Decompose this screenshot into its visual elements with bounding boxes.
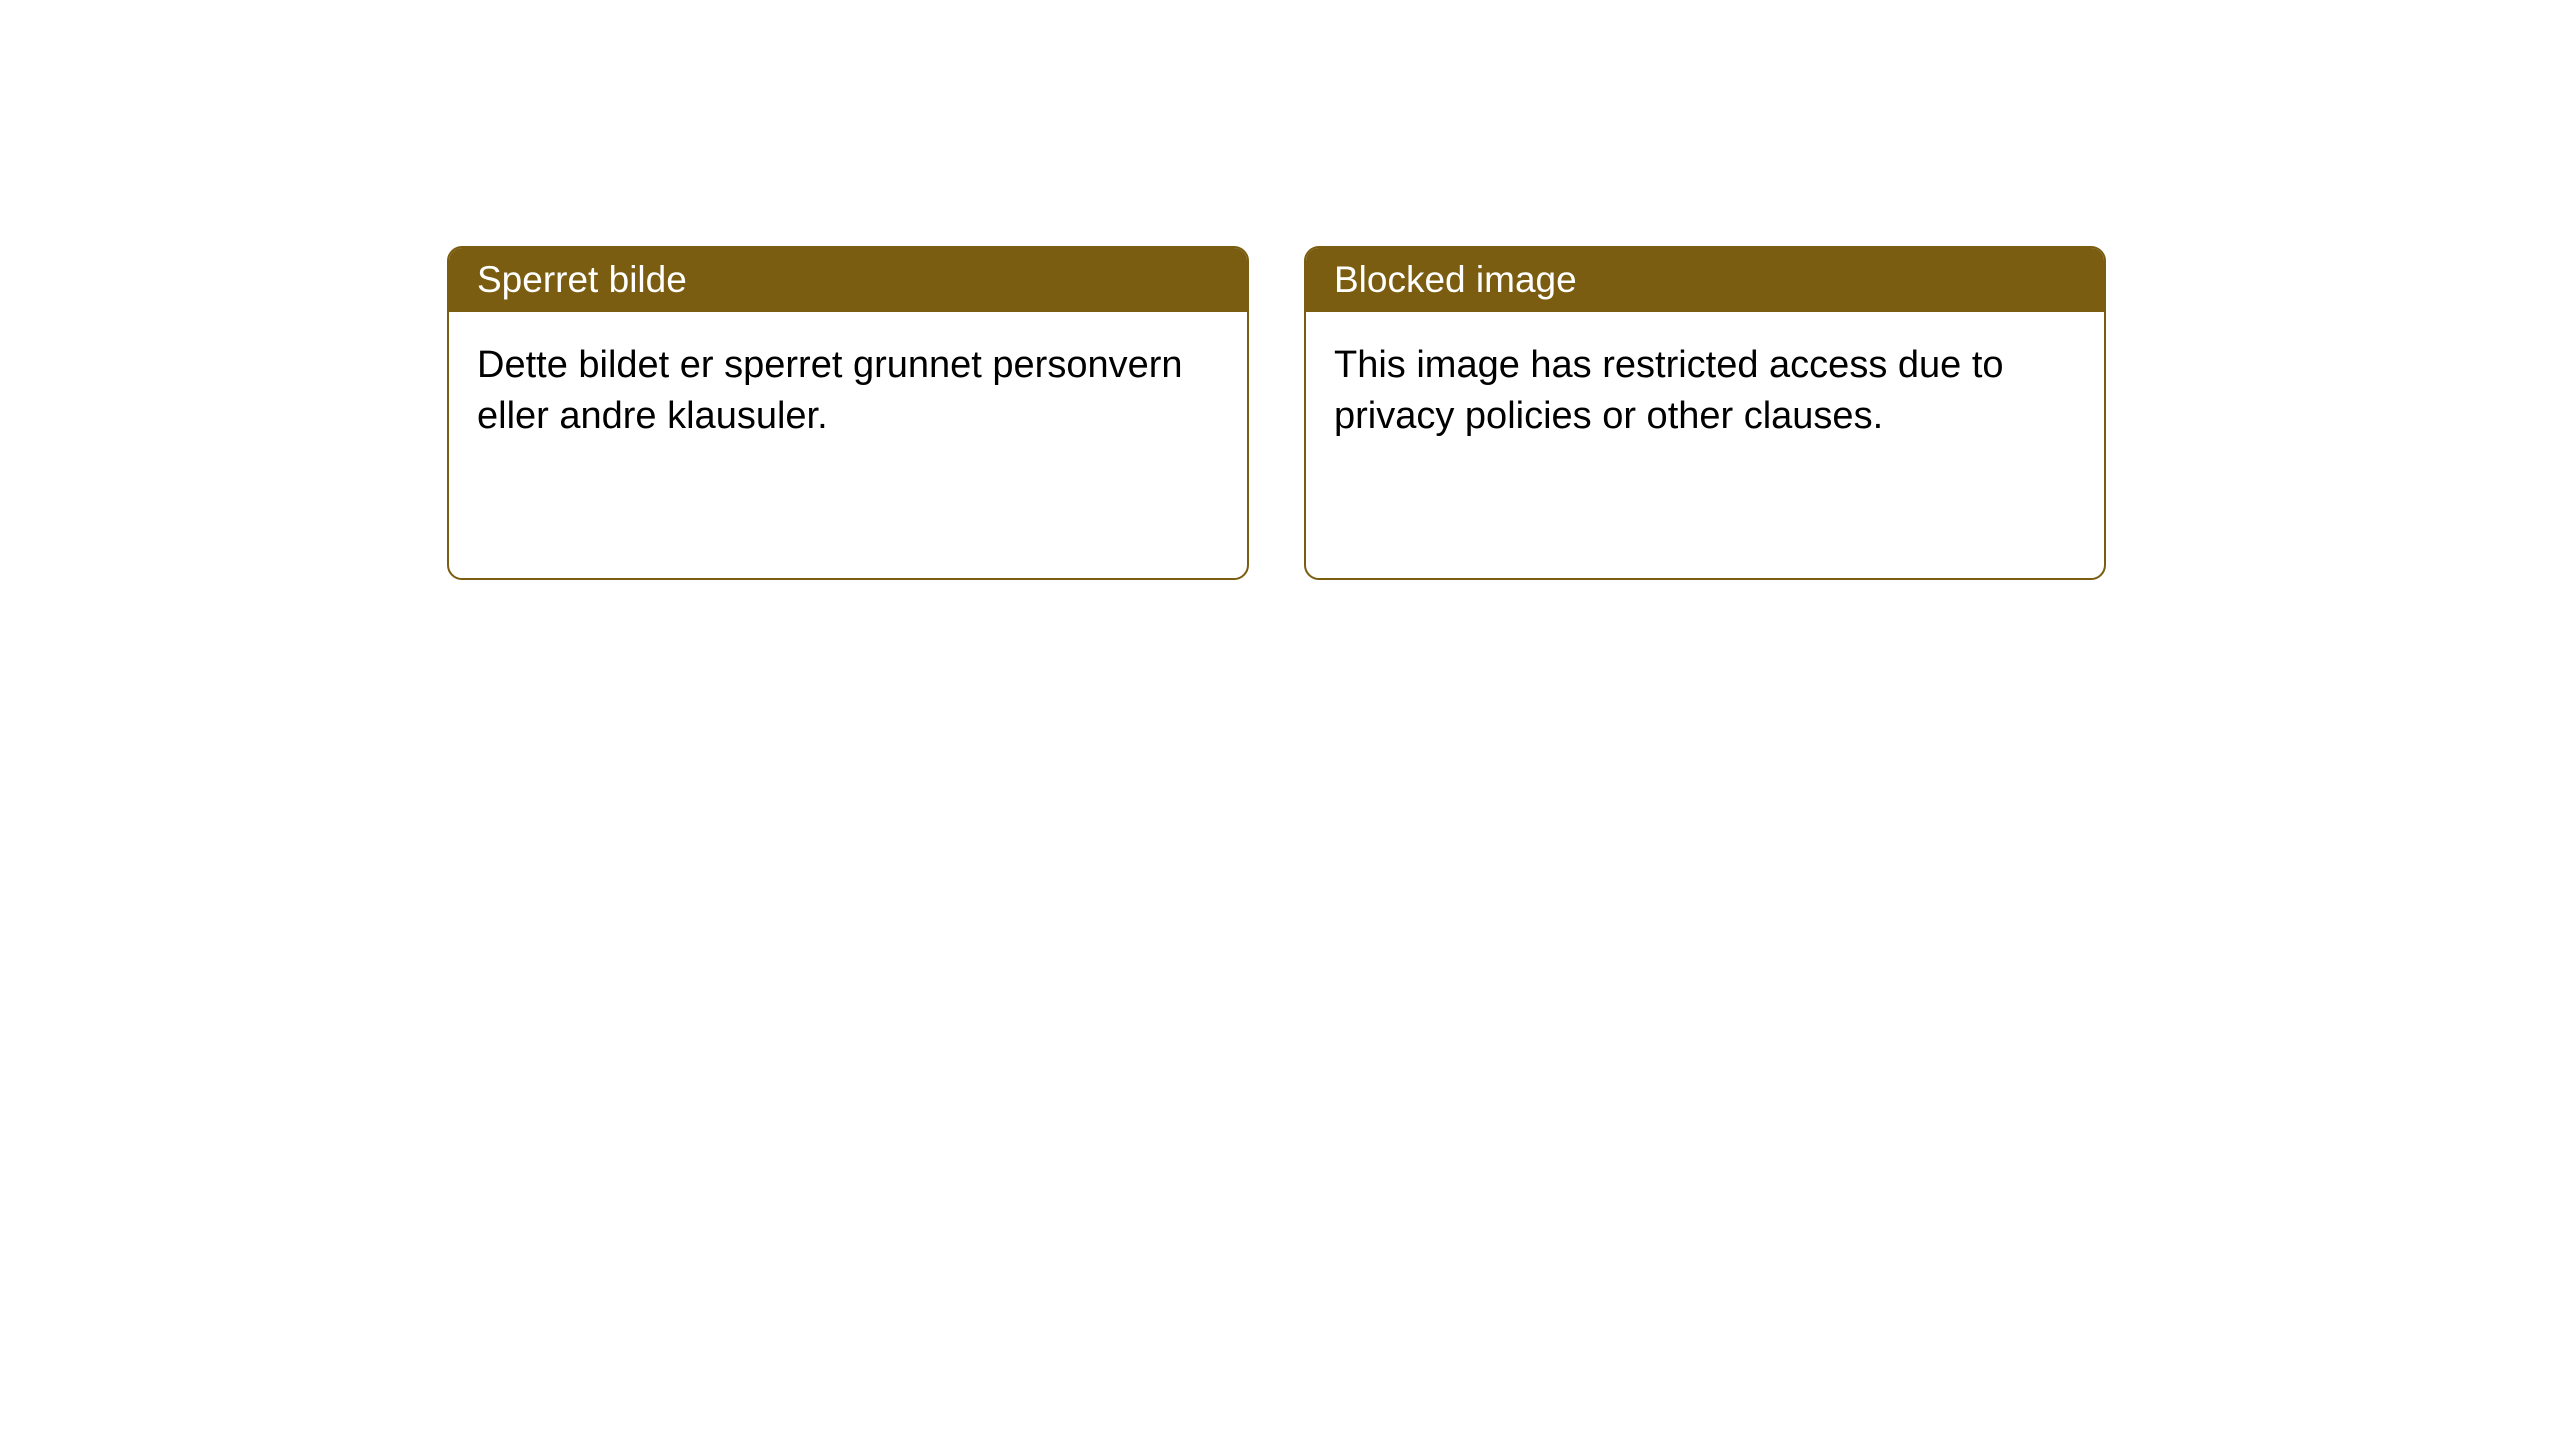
card-header-english: Blocked image bbox=[1306, 248, 2104, 312]
card-message-norwegian: Dette bildet er sperret grunnet personve… bbox=[477, 344, 1183, 437]
card-title-norwegian: Sperret bilde bbox=[477, 259, 687, 300]
card-title-english: Blocked image bbox=[1334, 259, 1577, 300]
card-message-english: This image has restricted access due to … bbox=[1334, 344, 2004, 437]
blocked-image-cards: Sperret bilde Dette bildet er sperret gr… bbox=[447, 246, 2106, 580]
blocked-image-card-english: Blocked image This image has restricted … bbox=[1304, 246, 2106, 580]
blocked-image-card-norwegian: Sperret bilde Dette bildet er sperret gr… bbox=[447, 246, 1249, 580]
card-header-norwegian: Sperret bilde bbox=[449, 248, 1247, 312]
card-body-english: This image has restricted access due to … bbox=[1306, 312, 2104, 471]
card-body-norwegian: Dette bildet er sperret grunnet personve… bbox=[449, 312, 1247, 471]
